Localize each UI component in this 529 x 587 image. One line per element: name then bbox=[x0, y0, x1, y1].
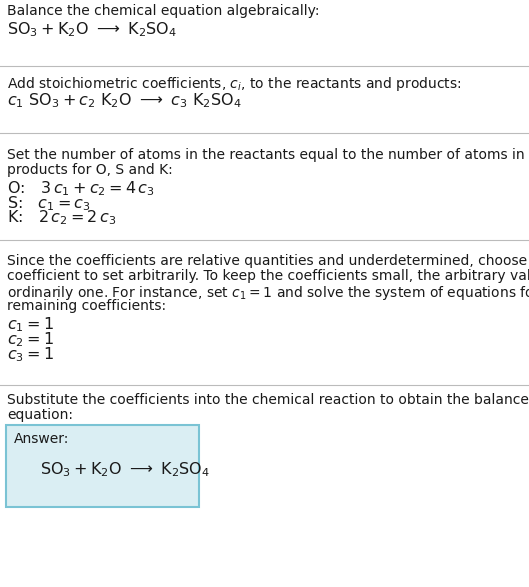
Text: coefficient to set arbitrarily. To keep the coefficients small, the arbitrary va: coefficient to set arbitrarily. To keep … bbox=[7, 269, 529, 283]
Text: Since the coefficients are relative quantities and underdetermined, choose a: Since the coefficients are relative quan… bbox=[7, 254, 529, 268]
Text: $\mathrm{SO_3 + K_2O \ \longrightarrow \ K_2SO_4}$: $\mathrm{SO_3 + K_2O \ \longrightarrow \… bbox=[40, 460, 210, 479]
Text: Balance the chemical equation algebraically:: Balance the chemical equation algebraica… bbox=[7, 4, 320, 18]
Text: $\mathrm{SO_3 + K_2O \ \longrightarrow \ K_2SO_4}$: $\mathrm{SO_3 + K_2O \ \longrightarrow \… bbox=[7, 20, 177, 39]
Text: K:   $2\,c_2 = 2\,c_3$: K: $2\,c_2 = 2\,c_3$ bbox=[7, 208, 116, 227]
Text: S:   $c_1 = c_3$: S: $c_1 = c_3$ bbox=[7, 194, 91, 212]
Text: products for O, S and K:: products for O, S and K: bbox=[7, 163, 173, 177]
Text: $c_1\ \mathrm{SO_3} + c_2\ \mathrm{K_2O \ \longrightarrow} \ c_3\ \mathrm{K_2SO_: $c_1\ \mathrm{SO_3} + c_2\ \mathrm{K_2O … bbox=[7, 91, 242, 110]
Text: Add stoichiometric coefficients, $c_i$, to the reactants and products:: Add stoichiometric coefficients, $c_i$, … bbox=[7, 75, 462, 93]
Text: Substitute the coefficients into the chemical reaction to obtain the balanced: Substitute the coefficients into the che… bbox=[7, 393, 529, 407]
Text: O:   $3\,c_1 + c_2 = 4\,c_3$: O: $3\,c_1 + c_2 = 4\,c_3$ bbox=[7, 179, 155, 198]
Text: $c_2 = 1$: $c_2 = 1$ bbox=[7, 330, 54, 349]
Text: $c_3 = 1$: $c_3 = 1$ bbox=[7, 345, 54, 364]
Text: $c_1 = 1$: $c_1 = 1$ bbox=[7, 315, 54, 333]
Text: Answer:: Answer: bbox=[14, 432, 69, 446]
Text: equation:: equation: bbox=[7, 408, 73, 422]
FancyBboxPatch shape bbox=[6, 425, 199, 507]
Text: remaining coefficients:: remaining coefficients: bbox=[7, 299, 166, 313]
Text: Set the number of atoms in the reactants equal to the number of atoms in the: Set the number of atoms in the reactants… bbox=[7, 148, 529, 162]
Text: ordinarily one. For instance, set $c_1 = 1$ and solve the system of equations fo: ordinarily one. For instance, set $c_1 =… bbox=[7, 284, 529, 302]
